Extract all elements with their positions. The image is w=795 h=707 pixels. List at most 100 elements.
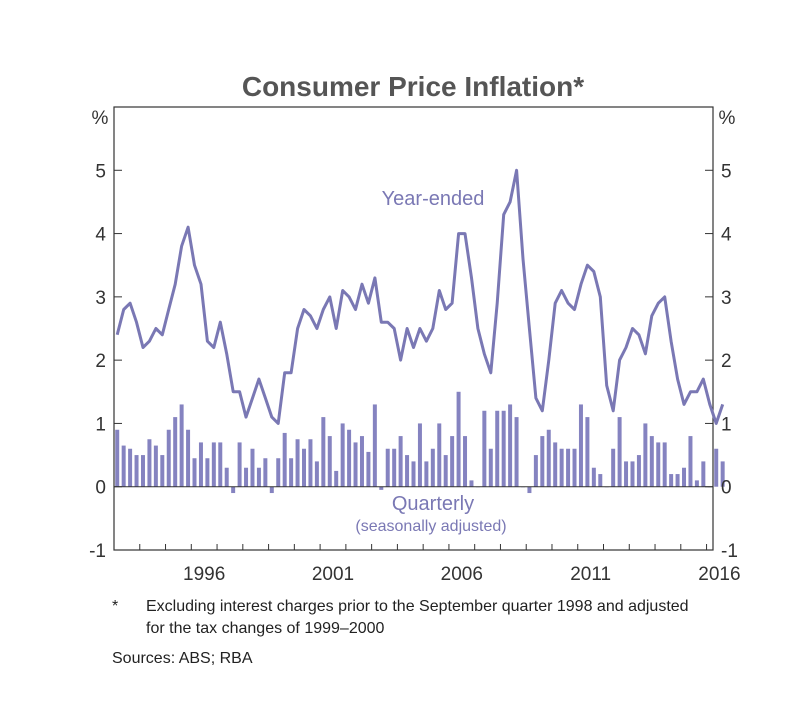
quarterly-bar <box>675 474 680 487</box>
quarterly-bar <box>160 455 165 487</box>
quarterly-bars <box>115 391 725 494</box>
quarterly-bar <box>430 448 435 487</box>
y-axis-unit-right: % <box>719 108 736 129</box>
quarterly-bar <box>714 448 719 487</box>
quarterly-bar <box>701 461 706 487</box>
quarterly-bar <box>186 429 191 487</box>
quarterly-sublabel: (seasonally adjusted) <box>355 518 506 535</box>
quarterly-bar <box>250 448 255 487</box>
sources-line: Sources: ABS; RBA <box>112 650 253 667</box>
y-axis-unit-left: % <box>92 108 109 129</box>
quarterly-bar <box>495 410 500 487</box>
quarterly-bar <box>385 448 390 487</box>
quarterly-bar <box>224 467 229 487</box>
quarterly-bar <box>205 458 210 487</box>
x-tick-label: 2001 <box>312 564 354 585</box>
quarterly-bar <box>636 455 641 487</box>
y-tick-label-right: 0 <box>721 478 732 499</box>
quarterly-bar <box>540 436 545 487</box>
quarterly-bar <box>276 458 281 487</box>
quarterly-bar <box>302 448 307 487</box>
quarterly-bar <box>527 486 532 494</box>
quarterly-bar <box>501 410 506 487</box>
quarterly-bar <box>482 410 487 487</box>
quarterly-bar <box>327 436 332 487</box>
footnotes: * Excluding interest charges prior to th… <box>112 596 706 670</box>
quarterly-bar <box>443 455 448 487</box>
quarterly-bar <box>173 417 178 487</box>
quarterly-bar <box>424 461 429 487</box>
y-tick-label-left: 3 <box>95 288 106 309</box>
y-tick-label-left: 0 <box>95 478 106 499</box>
quarterly-bar <box>514 417 519 487</box>
quarterly-bar <box>553 442 558 487</box>
footnote-text: Excluding interest charges prior to the … <box>146 598 689 637</box>
quarterly-bar <box>617 417 622 487</box>
quarterly-bar <box>282 432 287 487</box>
quarterly-bar <box>218 442 223 487</box>
quarterly-bar <box>366 451 371 487</box>
quarterly-bar <box>256 467 261 487</box>
quarterly-bar <box>656 442 661 487</box>
quarterly-bar <box>314 461 319 487</box>
quarterly-bar <box>456 391 461 487</box>
quarterly-bar <box>166 429 171 487</box>
quarterly-bar <box>508 404 513 487</box>
quarterly-bar <box>263 458 268 487</box>
quarterly-bar <box>417 423 422 487</box>
quarterly-bar <box>121 445 126 487</box>
quarterly-bar <box>192 458 197 487</box>
y-tick-label-left: -1 <box>89 541 106 562</box>
quarterly-bar <box>128 448 133 487</box>
year-ended-line <box>115 168 725 425</box>
quarterly-bar <box>720 461 725 487</box>
plot-frame <box>113 106 714 551</box>
quarterly-bar <box>244 467 249 487</box>
y-tick-label-left: 1 <box>95 414 106 435</box>
x-tick-label: 2011 <box>570 564 611 585</box>
quarterly-bar <box>682 467 687 487</box>
quarterly-bar <box>353 442 358 487</box>
axes <box>113 106 714 551</box>
quarterly-bar <box>179 404 184 487</box>
quarterly-bar <box>566 448 571 487</box>
quarterly-bar <box>437 423 442 487</box>
y-tick-label-right: 3 <box>721 288 732 309</box>
quarterly-bar <box>463 436 468 487</box>
y-tick-label-left: 2 <box>95 351 106 372</box>
x-tick-label: 1996 <box>183 564 225 585</box>
year-ended-label: Year-ended <box>382 188 485 210</box>
quarterly-bar <box>405 455 410 487</box>
y-tick-label-right: 5 <box>721 161 732 182</box>
footnote-marker: * <box>112 598 119 615</box>
chart-title: Consumer Price Inflation* <box>242 71 584 102</box>
x-tick-label: 2016 <box>698 564 740 585</box>
quarterly-bar <box>398 436 403 487</box>
x-tick-label: 2006 <box>441 564 483 585</box>
y-tick-label-right: 1 <box>721 414 732 435</box>
quarterly-bar <box>624 461 629 487</box>
quarterly-bar <box>585 417 590 487</box>
quarterly-bar <box>649 436 654 487</box>
y-tick-label-left: 4 <box>95 225 106 246</box>
y-tick-label-right: -1 <box>721 541 738 562</box>
quarterly-bar <box>359 436 364 487</box>
quarterly-bar <box>211 442 216 487</box>
quarterly-bar <box>611 448 616 487</box>
quarterly-bar <box>533 455 538 487</box>
quarterly-bar <box>469 480 474 487</box>
quarterly-bar <box>546 429 551 487</box>
quarterly-bar <box>321 417 326 487</box>
y-tick-label-right: 4 <box>721 225 732 246</box>
quarterly-bar <box>237 442 242 487</box>
quarterly-bar <box>662 442 667 487</box>
quarterly-bar <box>669 474 674 487</box>
quarterly-bar <box>598 474 603 487</box>
quarterly-bar <box>392 448 397 487</box>
quarterly-bar <box>572 448 577 487</box>
quarterly-bar <box>643 423 648 487</box>
quarterly-bar <box>334 470 339 487</box>
quarterly-bar <box>295 439 300 487</box>
quarterly-bar <box>694 480 699 487</box>
footnote-row: * Excluding interest charges prior to th… <box>112 596 706 640</box>
